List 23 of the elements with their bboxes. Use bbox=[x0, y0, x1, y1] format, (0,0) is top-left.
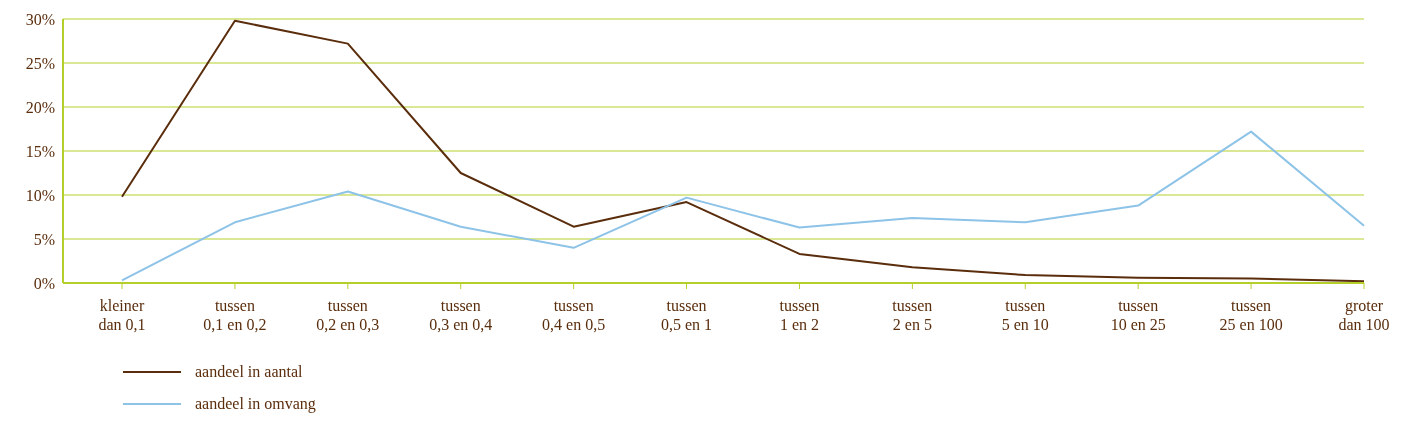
y-tick-label: 10% bbox=[25, 186, 55, 204]
legend-label: aandeel in omvang bbox=[195, 395, 316, 413]
x-tick-label: tussen 0,4 en 0,5 bbox=[542, 297, 606, 333]
x-tick-label: tussen 2 en 5 bbox=[892, 297, 933, 333]
x-tick-label: tussen 0,2 en 0,3 bbox=[316, 297, 380, 333]
legend-label: aandeel in aantal bbox=[195, 363, 303, 381]
x-tick-label: tussen 10 en 25 bbox=[1110, 297, 1166, 333]
x-tick-label: tussen 1 en 2 bbox=[779, 297, 820, 333]
y-tick-label: 25% bbox=[25, 54, 55, 72]
x-tick-label: tussen 0,3 en 0,4 bbox=[429, 297, 493, 333]
y-tick-label: 0% bbox=[33, 274, 55, 292]
x-tick-label: groter dan 100 bbox=[1338, 297, 1390, 333]
x-tick-label: tussen 5 en 10 bbox=[1001, 297, 1049, 333]
y-tick-label: 20% bbox=[25, 98, 55, 116]
x-tick-label: tussen 0,5 en 1 bbox=[660, 297, 713, 333]
x-tick-label: kleiner dan 0,1 bbox=[98, 297, 146, 333]
y-tick-label: 30% bbox=[25, 10, 55, 28]
y-tick-label: 5% bbox=[33, 230, 55, 248]
line-series bbox=[121, 130, 1365, 282]
y-tick-label: 15% bbox=[25, 142, 55, 160]
line-series bbox=[121, 19, 1365, 283]
x-tick-label: tussen 25 en 100 bbox=[1219, 297, 1283, 333]
x-tick-label: tussen 0,1 en 0,2 bbox=[203, 297, 267, 333]
